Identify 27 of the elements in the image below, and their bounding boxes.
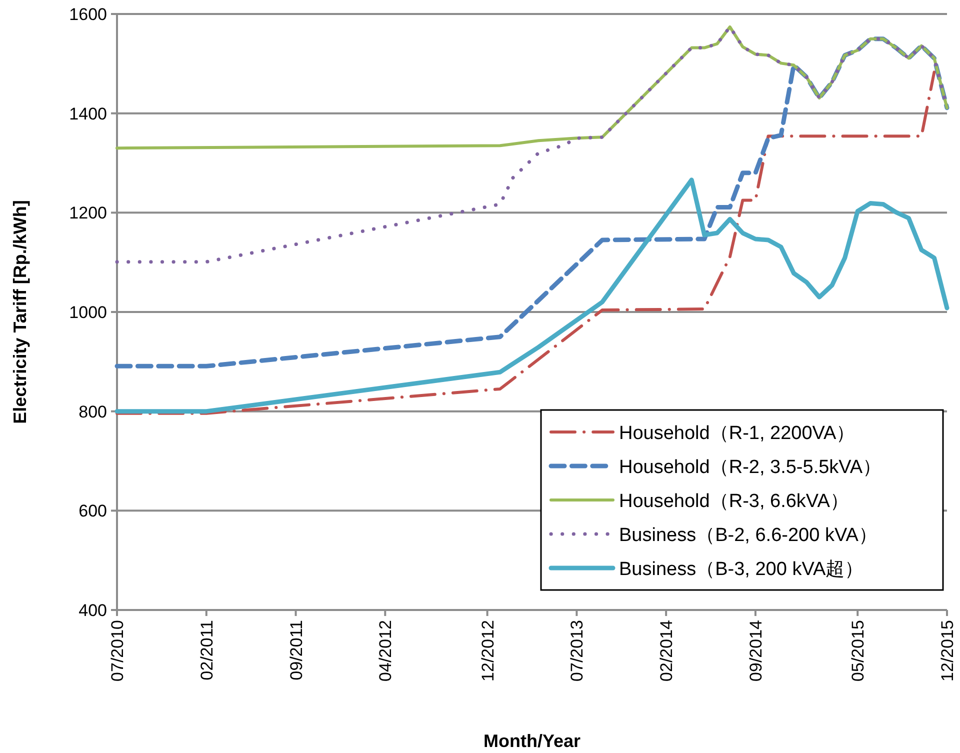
x-tick-label: 02/2011 bbox=[197, 620, 216, 680]
legend-label: Household（R-3, 6.6kVA） bbox=[619, 491, 849, 512]
x-tick-label: 09/2011 bbox=[286, 620, 306, 680]
legend-label: Business（B-3, 200 kVA超） bbox=[619, 559, 864, 580]
x-tick-label: 07/2013 bbox=[568, 620, 587, 682]
y-tick-label: 1600 bbox=[69, 5, 107, 24]
x-tick-label: 02/2014 bbox=[657, 620, 676, 682]
y-tick-label: 600 bbox=[78, 502, 107, 521]
y-axis-title: Electricity Tariff [Rp./kWh] bbox=[10, 200, 30, 424]
legend-label: Household（R-2, 3.5-5.5kVA） bbox=[619, 457, 882, 478]
line-series bbox=[114, 178, 950, 414]
x-tick-label: 04/2012 bbox=[376, 620, 396, 682]
x-tick-label: 12/2015 bbox=[938, 620, 957, 682]
y-tick-label: 1200 bbox=[69, 204, 107, 223]
x-tick-label: 12/2012 bbox=[478, 620, 498, 682]
line-series bbox=[114, 36, 950, 368]
y-tick-label: 1400 bbox=[69, 104, 107, 124]
y-tick-label: 400 bbox=[78, 601, 107, 620]
y-tick-label: 800 bbox=[78, 402, 107, 422]
x-tick-label: 05/2015 bbox=[848, 620, 868, 682]
line-series bbox=[116, 70, 936, 415]
x-tick-label: 07/2010 bbox=[108, 620, 127, 682]
y-tick-label: 1000 bbox=[69, 303, 107, 322]
legend-label: Household（R-1, 2200VA） bbox=[619, 423, 856, 444]
x-axis-title: Month/Year bbox=[483, 731, 581, 751]
x-tick-label: 09/2014 bbox=[746, 620, 766, 682]
legend-label: Business（B-2, 6.6-200 kVA） bbox=[619, 525, 878, 546]
